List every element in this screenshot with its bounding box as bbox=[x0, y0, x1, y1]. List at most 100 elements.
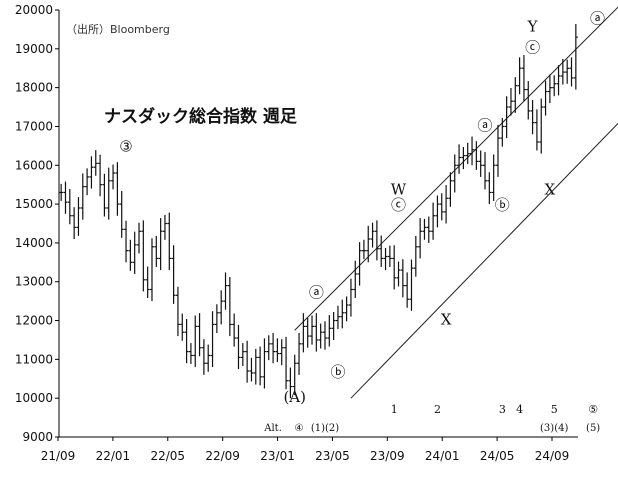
x-tick-label: 22/01 bbox=[96, 449, 131, 463]
wave-labels: ③ ⓐ ⓑ (A) Wⓒ Xⓐ ⓑ Yⓒ Xⓐ 1 2 3 4 5 ⑤ Alt. ④ (1)(2) (3)(4) (5… bbox=[119, 10, 605, 434]
price-bar bbox=[560, 58, 565, 85]
price-bar bbox=[435, 195, 440, 228]
price-bar bbox=[318, 323, 323, 349]
price-bar bbox=[314, 313, 319, 352]
wave-label: ⓒ bbox=[525, 39, 540, 57]
price-bar bbox=[396, 261, 401, 287]
price-bar bbox=[232, 313, 237, 347]
price-bar bbox=[508, 88, 513, 116]
y-tick-label: 12000 bbox=[15, 314, 53, 328]
x-tick-label: 24/09 bbox=[535, 449, 570, 463]
price-bar bbox=[405, 272, 410, 308]
price-bar bbox=[400, 259, 405, 298]
price-bar bbox=[93, 150, 98, 176]
x-tick-label: 23/09 bbox=[370, 449, 405, 463]
price-bar bbox=[392, 245, 397, 290]
price-bar bbox=[374, 220, 379, 261]
price-bar bbox=[85, 168, 90, 196]
price-bar bbox=[470, 136, 475, 166]
price-bar bbox=[59, 183, 64, 201]
y-tick-label: 14000 bbox=[15, 236, 53, 250]
wave-label: Y bbox=[527, 17, 539, 35]
wave-label: ⓑ bbox=[330, 363, 345, 381]
price-bar bbox=[547, 74, 552, 104]
wave-label: X bbox=[545, 180, 556, 198]
wave-label: X bbox=[441, 310, 452, 328]
count-label-low: (1)(2) bbox=[311, 423, 339, 434]
price-bar bbox=[271, 332, 276, 364]
wave-label: ⓐ bbox=[309, 283, 324, 301]
y-tick-label: 19000 bbox=[15, 42, 53, 56]
price-bar bbox=[543, 80, 548, 116]
price-bar bbox=[197, 313, 202, 357]
price-bar bbox=[348, 278, 353, 317]
y-axis-ticks: 20000 19000 18000 17000 16000 15000 14000 13000… bbox=[15, 3, 59, 444]
price-bar bbox=[154, 235, 159, 267]
axes bbox=[58, 10, 578, 438]
price-bar bbox=[534, 109, 539, 151]
price-bar bbox=[223, 272, 228, 310]
price-bar bbox=[491, 154, 496, 201]
price-bar bbox=[353, 260, 358, 299]
price-bar bbox=[124, 220, 129, 263]
x-tick-label: 23/01 bbox=[260, 449, 295, 463]
count-label: 5 bbox=[551, 403, 558, 416]
count-label: 3 bbox=[499, 403, 506, 416]
price-bar bbox=[344, 296, 349, 322]
count-label: 2 bbox=[434, 403, 441, 416]
price-bar bbox=[379, 235, 384, 267]
price-bar bbox=[297, 332, 302, 375]
price-bar bbox=[292, 354, 297, 396]
price-bar bbox=[193, 315, 198, 368]
price-bar bbox=[180, 313, 185, 341]
count-label-low: (3)(4) bbox=[540, 423, 568, 434]
x-tick-label: 22/05 bbox=[150, 449, 185, 463]
price-bar bbox=[340, 299, 345, 329]
price-bar bbox=[552, 75, 557, 97]
y-tick-label: 15000 bbox=[15, 197, 53, 211]
price-bar bbox=[119, 190, 124, 238]
count-label: 1 bbox=[391, 403, 398, 416]
price-bar bbox=[245, 340, 250, 383]
price-bar bbox=[106, 167, 111, 220]
price-bar bbox=[478, 150, 483, 177]
price-bar bbox=[448, 172, 453, 207]
count-label-low: (5) bbox=[586, 423, 600, 434]
y-tick-label: 20000 bbox=[15, 3, 53, 17]
price-bar bbox=[137, 222, 142, 254]
x-tick-label: 24/05 bbox=[480, 449, 515, 463]
price-bar bbox=[495, 124, 500, 177]
price-bar bbox=[517, 57, 522, 95]
price-bar bbox=[162, 214, 167, 240]
price-bar bbox=[141, 220, 146, 292]
y-tick-label: 16000 bbox=[15, 158, 53, 172]
price-bar bbox=[474, 141, 479, 170]
price-bar bbox=[145, 266, 150, 299]
price-bar bbox=[80, 173, 85, 220]
price-bar bbox=[461, 147, 466, 170]
wave-label: ⓐ bbox=[590, 10, 605, 28]
price-bar bbox=[556, 65, 561, 96]
price-bar bbox=[236, 324, 241, 370]
price-bar bbox=[175, 286, 180, 337]
price-bars bbox=[59, 23, 578, 399]
price-bar bbox=[310, 315, 315, 345]
source-note: （出所）Bloomberg bbox=[66, 22, 170, 36]
price-bar bbox=[361, 239, 366, 260]
price-bar bbox=[500, 117, 505, 147]
price-bar bbox=[465, 142, 470, 165]
price-bar bbox=[188, 343, 193, 365]
price-bar bbox=[504, 96, 509, 139]
y-tick-label: 11000 bbox=[15, 352, 53, 366]
count-label: 4 bbox=[516, 403, 523, 416]
y-tick-label: 17000 bbox=[15, 119, 53, 133]
count-label: ⑤ bbox=[588, 403, 598, 416]
price-bar bbox=[573, 23, 578, 90]
price-bar bbox=[158, 218, 163, 271]
price-bar bbox=[72, 207, 77, 240]
price-bar bbox=[167, 212, 172, 271]
price-bar bbox=[284, 336, 289, 390]
price-bar bbox=[327, 315, 332, 347]
price-bar bbox=[102, 173, 107, 217]
price-bar bbox=[132, 231, 137, 274]
